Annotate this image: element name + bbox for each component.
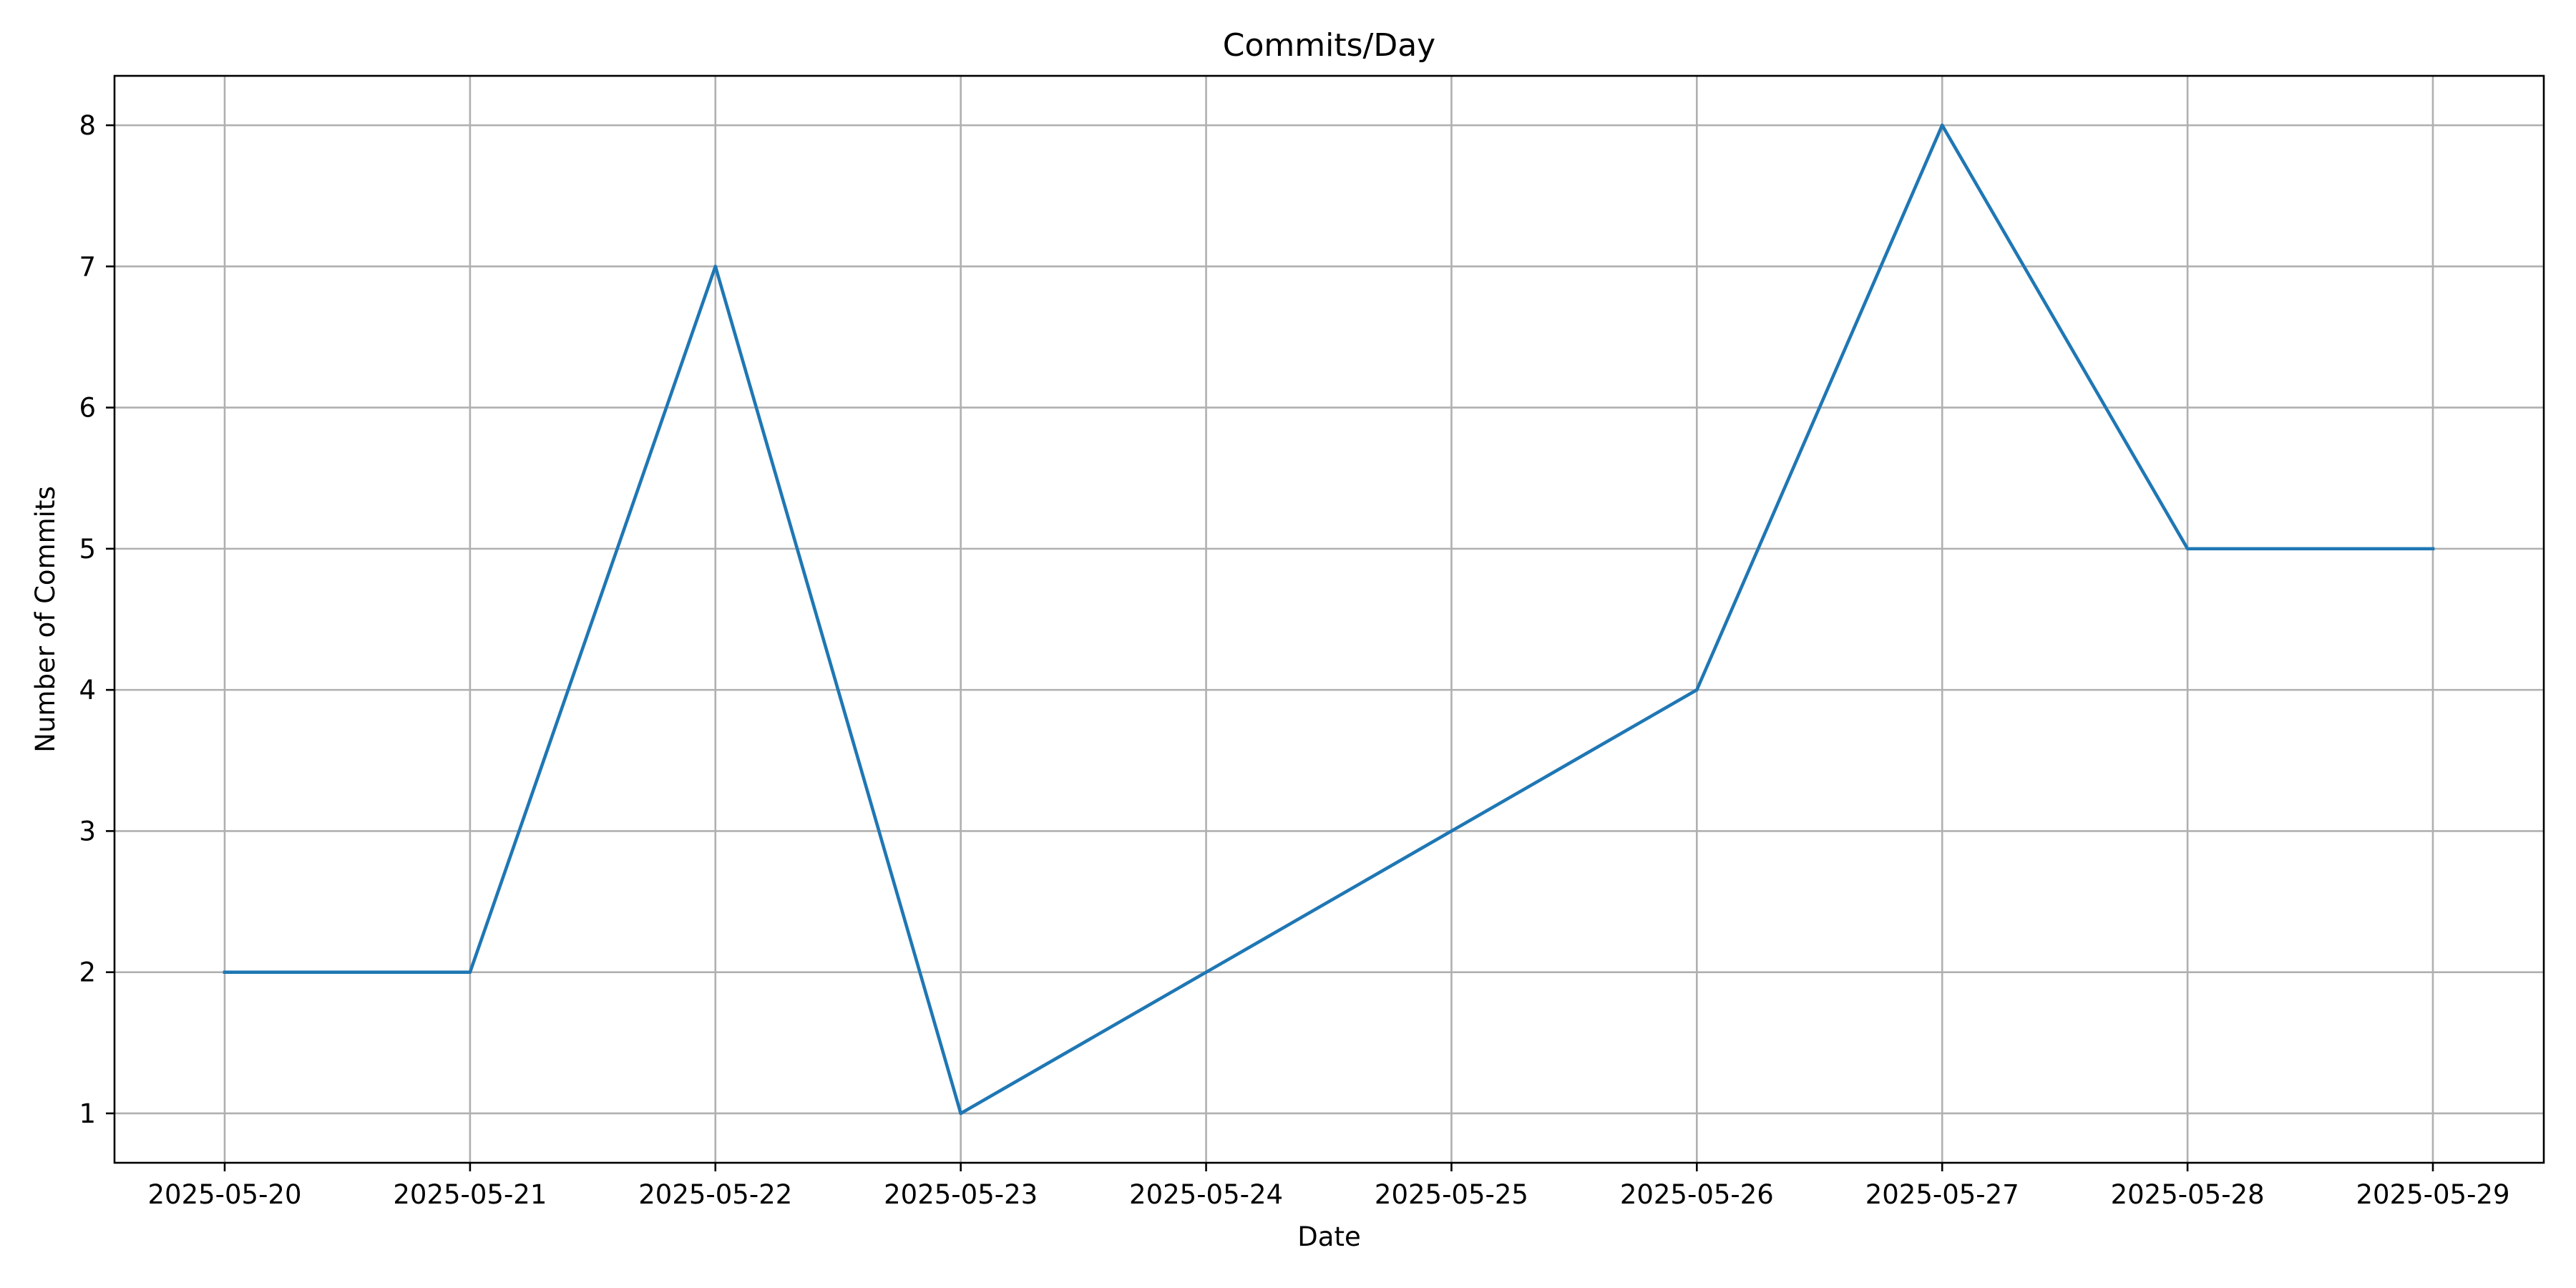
data-point: [1450, 829, 1453, 833]
x-tick-label: 2025-05-20: [147, 1179, 301, 1210]
x-tick-label: 2025-05-23: [884, 1179, 1038, 1210]
x-tick-label: 2025-05-26: [1620, 1179, 1774, 1210]
y-axis-label: Number of Commits: [30, 486, 61, 752]
y-tick-label: 7: [79, 251, 96, 282]
data-point: [2185, 547, 2190, 551]
y-tick-label: 8: [79, 110, 96, 141]
series-layer: [223, 123, 2435, 1116]
y-tick-label: 1: [79, 1098, 96, 1129]
y-tick-label: 6: [79, 393, 96, 424]
y-tick-label: 2: [79, 957, 96, 988]
x-tick-label: 2025-05-22: [638, 1179, 792, 1210]
data-point: [713, 265, 718, 268]
x-tick-label: 2025-05-25: [1375, 1179, 1528, 1210]
x-axis-label: Date: [1297, 1221, 1360, 1252]
data-point: [1695, 688, 1699, 692]
y-tick-label: 3: [79, 816, 96, 847]
y-tick-label: 4: [79, 675, 96, 706]
series-line: [223, 123, 2435, 1116]
ticks: 2025-05-20 2025-05-21 2025-05-22 2025-05-23…: [79, 110, 2509, 1210]
x-tick-label: 2025-05-27: [1865, 1179, 2019, 1210]
x-tick-label: 2025-05-21: [393, 1179, 547, 1210]
data-point: [468, 970, 472, 974]
grid: [114, 76, 2544, 1163]
x-tick-label: 2025-05-28: [2111, 1179, 2265, 1210]
data-point: [1940, 123, 1944, 127]
data-point: [223, 970, 227, 974]
y-tick-label: 5: [79, 534, 96, 565]
data-point: [959, 1111, 962, 1116]
chart-title: Commits/Day: [1223, 27, 1435, 64]
x-tick-label: 2025-05-29: [2356, 1179, 2509, 1210]
data-point: [1204, 970, 1208, 974]
plot-frame: [113, 74, 2545, 1164]
x-tick-label: 2025-05-24: [1129, 1179, 1283, 1210]
data-point: [2431, 547, 2435, 551]
